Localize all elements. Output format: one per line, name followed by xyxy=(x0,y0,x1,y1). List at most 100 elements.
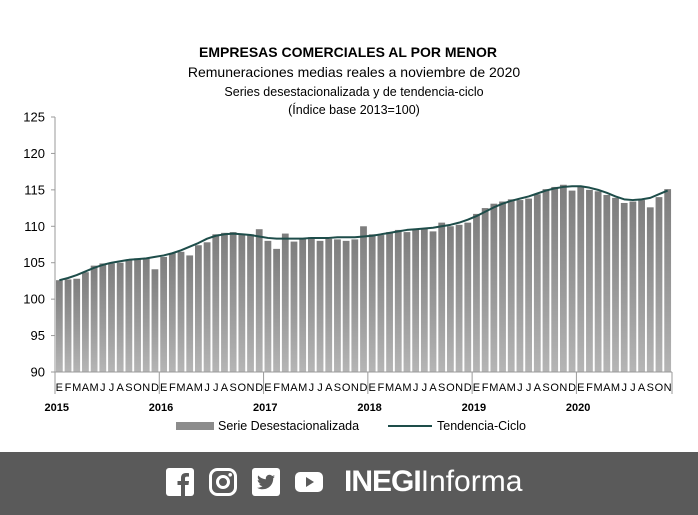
bar xyxy=(221,232,228,372)
x-tick-label: J xyxy=(309,382,315,394)
x-year-label: 2020 xyxy=(566,402,590,414)
x-tick-label: E xyxy=(160,382,167,394)
x-tick-label: J xyxy=(213,382,219,394)
bar xyxy=(612,197,619,372)
x-tick-label: M xyxy=(298,382,307,394)
chart-subtitle: Remuneraciones medias reales a noviembre… xyxy=(188,64,521,80)
x-tick-label: J xyxy=(317,382,323,394)
x-tick-label: O xyxy=(342,382,351,394)
instagram-icon[interactable] xyxy=(209,468,237,496)
brand-bold: INEGI xyxy=(344,465,422,498)
x-tick-label: E xyxy=(577,382,584,394)
bar xyxy=(142,258,150,372)
bar xyxy=(386,232,393,372)
legend-swatch-bars xyxy=(176,422,214,430)
bar xyxy=(455,224,463,372)
bar xyxy=(377,235,385,372)
bar xyxy=(464,222,472,372)
x-tick-label: J xyxy=(621,382,627,394)
bar xyxy=(307,237,315,372)
x-tick-label: J xyxy=(413,382,419,394)
x-tick-label: S xyxy=(229,382,236,394)
x-tick-label: F xyxy=(482,382,489,394)
bar xyxy=(177,251,185,372)
bar xyxy=(603,194,611,372)
y-tick-label: 120 xyxy=(23,146,45,161)
x-tick-label: F xyxy=(65,382,72,394)
bar xyxy=(525,198,532,372)
x-tick-label: E xyxy=(264,382,271,394)
chart-subtitle-2: Series desestacionalizada y de tendencia… xyxy=(224,85,483,99)
bar xyxy=(290,241,298,372)
y-tick-label: 125 xyxy=(23,110,45,125)
x-tick-label: O xyxy=(133,382,142,394)
x-year-label: 2019 xyxy=(462,402,486,414)
x-tick-label: D xyxy=(464,382,472,394)
x-tick-label: M xyxy=(402,382,411,394)
x-year-label: 2016 xyxy=(149,402,173,414)
x-tick-label: J xyxy=(526,382,532,394)
x-tick-label: A xyxy=(429,382,437,394)
x-tick-label: A xyxy=(395,382,403,394)
bar xyxy=(629,201,637,372)
bar xyxy=(473,213,480,372)
bar xyxy=(420,228,428,372)
bar xyxy=(533,194,541,372)
youtube-icon[interactable] xyxy=(295,468,323,496)
x-tick-label: M xyxy=(90,382,99,394)
x-tick-label: F xyxy=(273,382,280,394)
bar xyxy=(655,197,663,372)
bar xyxy=(429,231,437,372)
bar xyxy=(568,190,576,372)
bar xyxy=(438,222,446,372)
bar xyxy=(334,239,341,372)
x-year-label: 2017 xyxy=(253,402,277,414)
y-tick-label: 105 xyxy=(23,255,45,270)
bar xyxy=(499,201,506,372)
x-tick-label: M xyxy=(72,382,81,394)
bar xyxy=(638,200,645,372)
x-tick-label: J xyxy=(517,382,523,394)
bar xyxy=(542,189,550,372)
x-tick-label: M xyxy=(176,382,185,394)
bar xyxy=(447,226,454,372)
x-tick-label: N xyxy=(247,382,255,394)
bar xyxy=(325,238,333,372)
chart-title: EMPRESAS COMERCIALES AL POR MENOR xyxy=(199,44,497,60)
bar xyxy=(351,239,359,372)
bar xyxy=(273,248,280,372)
bar xyxy=(412,229,420,372)
bar xyxy=(394,229,402,372)
x-tick-label: A xyxy=(221,382,229,394)
x-tick-label: A xyxy=(117,382,125,394)
y-tick-label: 110 xyxy=(24,219,45,234)
bar xyxy=(594,191,602,372)
bar xyxy=(360,226,367,372)
bar xyxy=(516,200,524,372)
bar xyxy=(229,232,237,372)
bar-series xyxy=(55,184,672,372)
bar xyxy=(168,253,176,372)
bar xyxy=(116,262,124,372)
bar xyxy=(551,186,559,372)
bar xyxy=(99,263,107,372)
bar xyxy=(160,256,168,372)
x-tick-label: N xyxy=(455,382,463,394)
bar xyxy=(403,232,411,372)
footer-bar: INEGIInforma xyxy=(0,452,698,515)
x-tick-label: M xyxy=(507,382,516,394)
twitter-icon[interactable] xyxy=(252,468,280,496)
bar xyxy=(212,234,220,372)
x-tick-label: A xyxy=(82,382,90,394)
bar xyxy=(368,234,376,372)
x-tick-label: S xyxy=(438,382,445,394)
x-tick-label: M xyxy=(489,382,498,394)
bar xyxy=(316,240,324,372)
x-tick-label: E xyxy=(56,382,63,394)
facebook-icon[interactable] xyxy=(166,468,194,496)
x-tick-label: D xyxy=(360,382,368,394)
bar xyxy=(73,278,81,372)
legend-label-bars: Serie Desestacionalizada xyxy=(218,419,359,433)
bar xyxy=(82,272,89,372)
